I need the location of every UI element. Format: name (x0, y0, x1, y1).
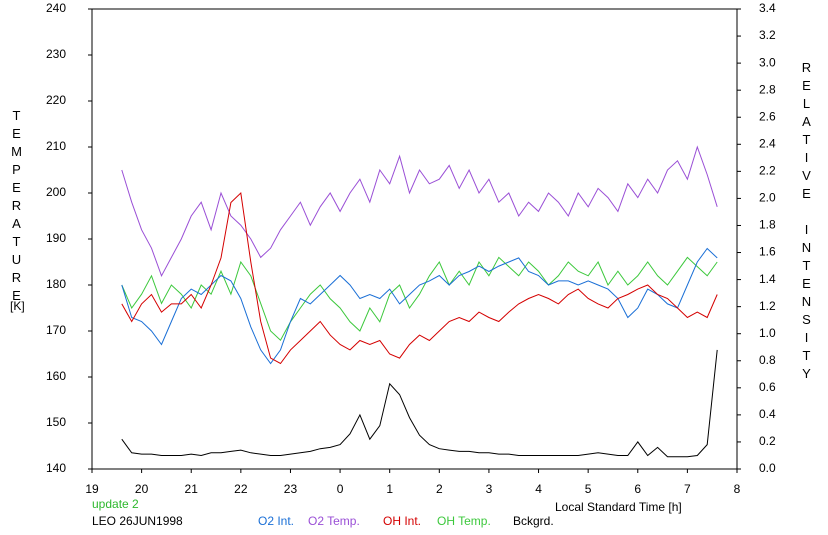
x-tick-label: 3 (486, 482, 493, 496)
annotation: update 2 (92, 497, 139, 511)
y2-tick-label: 2.2 (759, 164, 776, 178)
x-tick-label: 4 (535, 482, 542, 496)
x-tick-label: 7 (684, 482, 691, 496)
plot-frame (91, 8, 738, 470)
y2-tick-label: 0.6 (759, 380, 776, 394)
x-tick-label: 21 (185, 482, 199, 496)
annotation: LEO 26JUN1998 (92, 514, 183, 528)
y2-tick-label: 3.2 (759, 28, 776, 42)
y-tick-label: 170 (46, 323, 66, 337)
y2-tick-label: 0.4 (759, 407, 776, 421)
y2-tick-label: 0.0 (759, 461, 776, 475)
y2-tick-label: 3.0 (759, 55, 776, 69)
x-tick-label: 2 (436, 482, 443, 496)
y2-tick-label: 0.8 (759, 353, 776, 367)
y-tick-label: 140 (46, 461, 66, 475)
legend-entry: Bckgrd. (513, 514, 554, 528)
x-tick-label: 22 (234, 482, 248, 496)
y2-axis-label: RELATIVE INTENSITY (799, 60, 814, 384)
y2-tick-label: 1.6 (759, 245, 776, 259)
y-tick-label: 210 (46, 139, 66, 153)
y-axis-label: TEMPERATURE (9, 108, 24, 306)
y-tick-label: 230 (46, 47, 66, 61)
y2-tick-label: 2.8 (759, 82, 776, 96)
series-line (121, 191, 718, 365)
legend-entry: OH Temp. (437, 514, 491, 528)
y2-tick-label: 2.6 (759, 109, 776, 123)
y2-tick-label: 2.0 (759, 191, 776, 205)
y-unit: [K] (10, 299, 25, 313)
y-tick-label: 240 (46, 1, 66, 15)
x-tick-label: 19 (85, 482, 99, 496)
y2-tick-label: 3.4 (759, 1, 776, 15)
series-line (121, 145, 718, 278)
x-tick-label: 1 (386, 482, 393, 496)
series-line (121, 349, 718, 458)
series-line (121, 256, 718, 342)
series-line (121, 247, 718, 365)
y2-tick-label: 1.2 (759, 299, 776, 313)
y-tick-label: 190 (46, 231, 66, 245)
x-tick-label: 0 (337, 482, 344, 496)
y-tick-label: 220 (46, 93, 66, 107)
y-tick-label: 180 (46, 277, 66, 291)
legend-entry: OH Int. (383, 514, 421, 528)
x-tick-label: 8 (734, 482, 741, 496)
y2-tick-label: 0.2 (759, 434, 776, 448)
x-tick-label: 5 (585, 482, 592, 496)
legend-entry: O2 Temp. (308, 514, 360, 528)
y2-tick-label: 2.4 (759, 136, 776, 150)
y2-tick-label: 1.0 (759, 326, 776, 340)
y-tick-label: 200 (46, 185, 66, 199)
legend-entry: O2 Int. (258, 514, 294, 528)
x-tick-label: 20 (135, 482, 149, 496)
x-axis-label: Local Standard Time [h] (555, 500, 682, 514)
y2-tick-label: 1.8 (759, 218, 776, 232)
x-tick-label: 23 (284, 482, 298, 496)
y-tick-label: 150 (46, 415, 66, 429)
y-tick-label: 160 (46, 369, 66, 383)
x-tick-label: 6 (634, 482, 641, 496)
y2-tick-label: 1.4 (759, 272, 776, 286)
